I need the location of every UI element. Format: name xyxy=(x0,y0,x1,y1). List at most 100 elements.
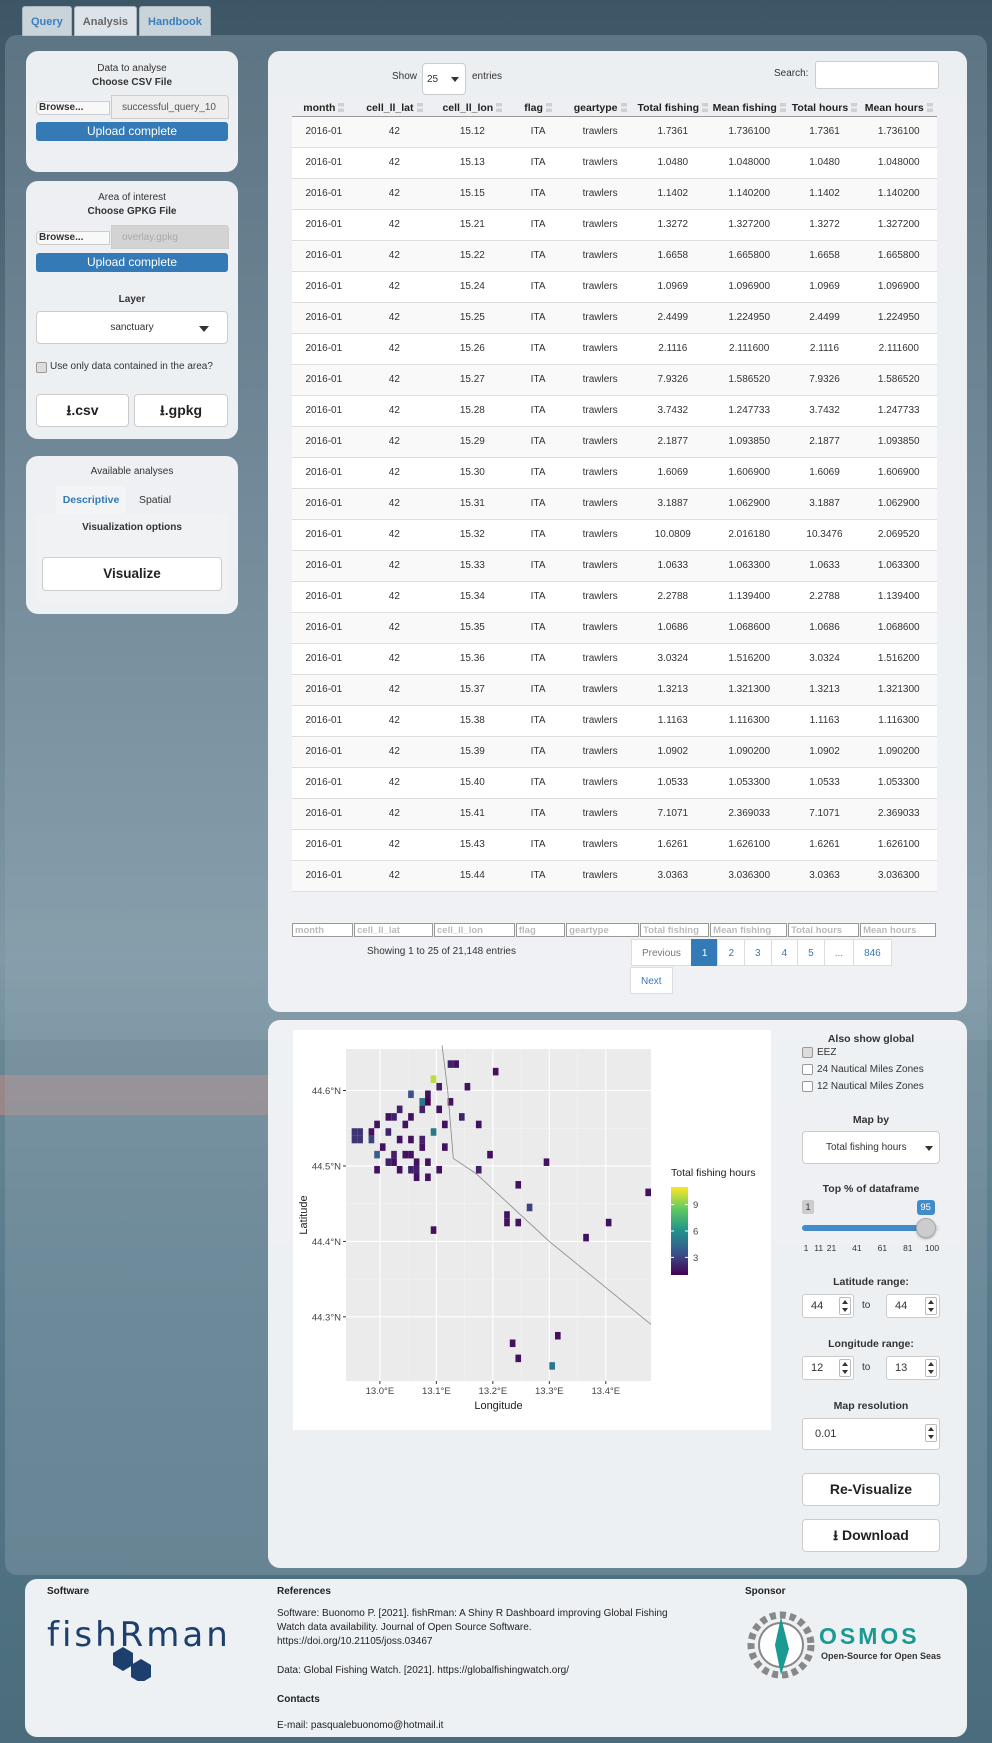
download-csv-button[interactable]: ⭳.csv xyxy=(36,394,129,427)
page-previous[interactable]: Previous xyxy=(631,939,692,966)
sort-icon[interactable] xyxy=(338,103,345,113)
heatmap-cell xyxy=(475,1165,482,1174)
column-filter-input[interactable]: cell_ll_lat xyxy=(354,923,434,937)
table-row[interactable]: 2016-01 42 15.34 ITA trawlers 2.2788 1.139400 2… xyxy=(292,581,937,613)
sort-icon[interactable] xyxy=(416,103,423,113)
column-filter-input[interactable]: Total hours xyxy=(788,923,860,937)
table-row[interactable]: 2016-01 42 15.38 ITA trawlers 1.1163 1.116300 1… xyxy=(292,705,937,737)
ref1-doi-link[interactable]: https://doi.org/10.21105/joss.03467 xyxy=(277,1636,433,1647)
column-filter-input[interactable]: Total fishing xyxy=(640,923,710,937)
table-row[interactable]: 2016-01 42 15.25 ITA trawlers 2.4499 1.224950 2… xyxy=(292,302,937,334)
visualize-button[interactable]: Visualize xyxy=(42,557,222,591)
sort-icon[interactable] xyxy=(851,103,858,113)
column-header[interactable]: cell_ll_lat xyxy=(355,100,434,117)
spinner-icon[interactable] xyxy=(925,1297,937,1315)
lon-from-input[interactable]: 12 xyxy=(802,1356,854,1380)
resolution-input[interactable]: 0.01 xyxy=(802,1418,940,1450)
page-4[interactable]: 4 xyxy=(770,939,799,966)
column-filter-input[interactable]: cell_ll_lon xyxy=(434,923,515,937)
page-5[interactable]: 5 xyxy=(797,939,825,966)
column-header[interactable]: flag xyxy=(511,100,565,117)
table-cell: 2.4499 xyxy=(635,302,710,334)
revisualize-button[interactable]: Re-Visualize xyxy=(802,1473,940,1506)
column-header[interactable]: geartype xyxy=(564,100,636,117)
column-filter-input[interactable]: flag xyxy=(515,923,566,937)
page-846[interactable]: 846 xyxy=(853,939,892,966)
only-area-checkbox[interactable] xyxy=(36,362,47,373)
column-header[interactable]: Total hours xyxy=(788,100,861,117)
map-by-select[interactable]: Total fishing hours xyxy=(802,1131,940,1164)
lat-to-label: to xyxy=(862,1300,871,1311)
analysis-tab-descriptive[interactable]: Descriptive xyxy=(56,486,126,514)
column-filter-input[interactable]: Mean fishing xyxy=(710,923,788,937)
table-row[interactable]: 2016-01 42 15.32 ITA trawlers 10.0809 2.016180… xyxy=(292,519,937,551)
lon-to-input[interactable]: 13 xyxy=(886,1356,940,1380)
spinner-icon[interactable] xyxy=(839,1297,851,1315)
download-gpkg-label: .gpkg xyxy=(164,402,203,418)
table-row[interactable]: 2016-01 42 15.30 ITA trawlers 1.6069 1.606900 1… xyxy=(292,457,937,489)
sort-icon[interactable] xyxy=(926,103,933,113)
table-row[interactable]: 2016-01 42 15.39 ITA trawlers 1.0902 1.090200 1… xyxy=(292,736,937,768)
email[interactable]: E-mail: pasqualebuonomo@hotmail.it xyxy=(277,1720,444,1731)
column-filter-input[interactable]: month xyxy=(292,923,354,937)
column-header[interactable]: month xyxy=(292,100,356,117)
slider-handle[interactable] xyxy=(915,1218,936,1238)
table-row[interactable]: 2016-01 42 15.41 ITA trawlers 7.1071 2.369033 7… xyxy=(292,798,937,830)
table-row[interactable]: 2016-01 42 15.43 ITA trawlers 1.6261 1.626100 1… xyxy=(292,829,937,861)
table-row[interactable]: 2016-01 42 15.22 ITA trawlers 1.6658 1.665800 1… xyxy=(292,240,937,272)
tab-analysis[interactable]: Analysis xyxy=(73,6,138,36)
table-row[interactable]: 2016-01 42 15.44 ITA trawlers 3.0363 3.036300 3… xyxy=(292,860,937,892)
spinner-icon[interactable] xyxy=(925,1359,937,1377)
table-row[interactable]: 2016-01 42 15.33 ITA trawlers 1.0633 1.063300 1… xyxy=(292,550,937,582)
page-3[interactable]: 3 xyxy=(744,939,772,966)
sort-icon[interactable] xyxy=(702,103,709,113)
spinner-icon[interactable] xyxy=(839,1359,851,1377)
sort-icon[interactable] xyxy=(779,103,786,113)
tab-handbook[interactable]: Handbook xyxy=(139,6,211,36)
table-row[interactable]: 2016-01 42 15.29 ITA trawlers 2.1877 1.093850 2… xyxy=(292,426,937,458)
gpkg-file-input: Browse... overlay.gpkg xyxy=(36,225,229,253)
spinner-icon[interactable] xyxy=(925,1424,937,1442)
lat-from-input[interactable]: 44 xyxy=(802,1294,854,1318)
sort-icon[interactable] xyxy=(620,103,627,113)
eez-checkbox[interactable] xyxy=(802,1047,813,1058)
table-row[interactable]: 2016-01 42 15.28 ITA trawlers 3.7432 1.247733 3… xyxy=(292,395,937,427)
analysis-tab-spatial[interactable]: Spatial xyxy=(138,494,172,506)
table-row[interactable]: 2016-01 42 15.26 ITA trawlers 2.1116 2.111600 2… xyxy=(292,333,937,365)
sort-icon[interactable] xyxy=(496,103,503,113)
table-row[interactable]: 2016-01 42 15.15 ITA trawlers 1.1402 1.140200 1… xyxy=(292,178,937,210)
column-header[interactable]: Mean fishing xyxy=(709,100,789,117)
table-row[interactable]: 2016-01 42 15.12 ITA trawlers 1.7361 1.736100 1… xyxy=(292,116,937,148)
download-gpkg-button[interactable]: ⭳.gpkg xyxy=(134,394,228,427)
table-row[interactable]: 2016-01 42 15.36 ITA trawlers 3.0324 1.516200 3… xyxy=(292,643,937,675)
column-header[interactable]: Total fishing xyxy=(635,100,710,117)
column-header[interactable]: Mean hours xyxy=(860,100,937,117)
table-row[interactable]: 2016-01 42 15.40 ITA trawlers 1.0533 1.053300 1… xyxy=(292,767,937,799)
column-header[interactable]: cell_ll_lon xyxy=(433,100,512,117)
layer-select[interactable]: sanctuary xyxy=(36,311,228,344)
table-cell: 7.1071 xyxy=(788,798,861,830)
table-row[interactable]: 2016-01 42 15.24 ITA trawlers 1.0969 1.096900 1… xyxy=(292,271,937,303)
gpkg-browse-button[interactable]: Browse... xyxy=(36,231,110,245)
sort-icon[interactable] xyxy=(545,103,552,113)
csv-browse-button[interactable]: Browse... xyxy=(36,101,110,115)
page-1[interactable]: 1 xyxy=(690,939,719,966)
search-input[interactable] xyxy=(815,61,939,89)
column-filter-input[interactable]: geartype xyxy=(566,923,640,937)
column-filter-input[interactable]: Mean hours xyxy=(860,923,936,937)
download-map-button[interactable]: ⭳ Download xyxy=(802,1519,940,1552)
table-row[interactable]: 2016-01 42 15.37 ITA trawlers 1.3213 1.321300 1… xyxy=(292,674,937,706)
page-2[interactable]: 2 xyxy=(717,939,746,966)
page-next[interactable]: Next xyxy=(630,967,673,994)
table-row[interactable]: 2016-01 42 15.31 ITA trawlers 3.1887 1.062900 3… xyxy=(292,488,937,520)
table-row[interactable]: 2016-01 42 15.35 ITA trawlers 1.0686 1.068600 1… xyxy=(292,612,937,644)
table-row[interactable]: 2016-01 42 15.13 ITA trawlers 1.0480 1.048000 1… xyxy=(292,147,937,179)
nm24-checkbox[interactable] xyxy=(802,1064,813,1075)
table-row[interactable]: 2016-01 42 15.27 ITA trawlers 7.9326 1.586520 7… xyxy=(292,364,937,396)
tab-query[interactable]: Query xyxy=(22,6,72,36)
entries-select[interactable]: 25 xyxy=(422,63,466,95)
table-panel: Show 25 entries Search: month cell_ll_lat… xyxy=(268,51,967,1012)
table-row[interactable]: 2016-01 42 15.21 ITA trawlers 1.3272 1.327200 1… xyxy=(292,209,937,241)
lat-to-input[interactable]: 44 xyxy=(886,1294,940,1318)
nm12-checkbox[interactable] xyxy=(802,1081,813,1092)
